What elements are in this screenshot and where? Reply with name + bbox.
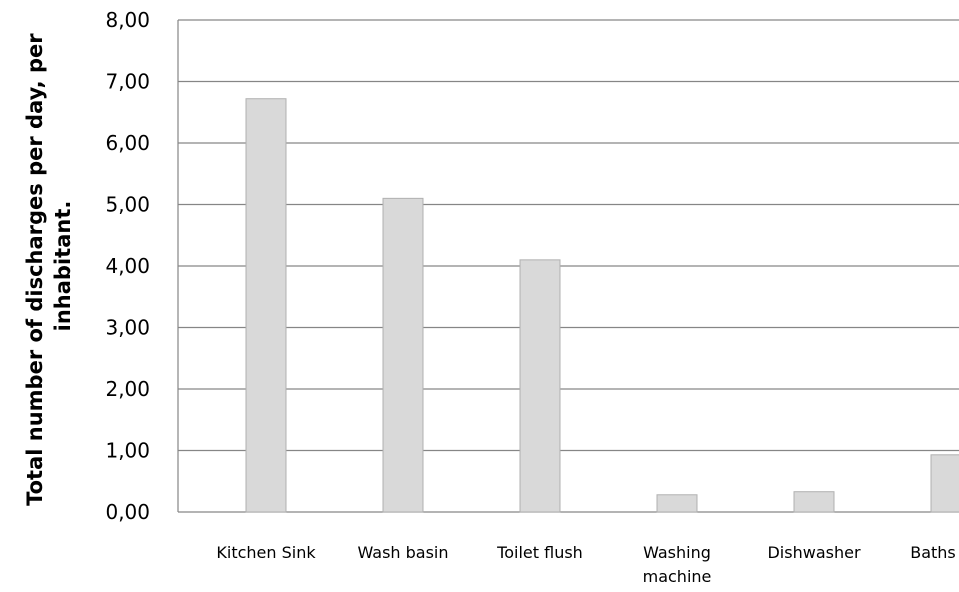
- bar: [519, 259, 561, 513]
- category-label: Toilet flush: [496, 543, 583, 562]
- y-tick-label: 5,00: [105, 193, 150, 217]
- y-axis-title: Total number of discharges per day, per …: [23, 26, 75, 506]
- category-label: Kitchen Sink: [216, 543, 316, 562]
- category-label-line: machine: [643, 567, 712, 586]
- y-axis-title-line-2: inhabitant.: [51, 201, 75, 332]
- category-label: Baths: [910, 543, 956, 562]
- y-tick-label: 0,00: [105, 500, 150, 524]
- bar: [930, 454, 959, 513]
- y-tick-labels: 0,00 1,00 2,00 3,00 4,00 5,00 6,00 7,00 8,00: [105, 8, 150, 524]
- y-tick-label: 2,00: [105, 377, 150, 401]
- y-axis-title-line-1: Total number of discharges per day, per: [23, 33, 47, 506]
- category-label: Washing machine: [643, 543, 712, 586]
- category-label-line: Baths: [910, 543, 956, 562]
- bars: [245, 98, 959, 513]
- category-labels: Kitchen Sink Wash basin Toilet flush Washin…: [216, 543, 955, 586]
- y-tick-label: 6,00: [105, 131, 150, 155]
- category-label-line: Wash basin: [357, 543, 448, 562]
- gridlines: [178, 19, 959, 513]
- category-label-line: Toilet flush: [496, 543, 583, 562]
- bar: [656, 494, 698, 513]
- y-tick-label: 8,00: [105, 8, 150, 32]
- y-tick-label: 4,00: [105, 254, 150, 278]
- y-tick-label: 1,00: [105, 439, 150, 463]
- bar: [382, 197, 424, 513]
- category-label: Wash basin: [357, 543, 448, 562]
- category-label: Dishwasher: [767, 543, 860, 562]
- y-tick-label: 3,00: [105, 316, 150, 340]
- category-label-line: Dishwasher: [767, 543, 860, 562]
- bar: [793, 491, 835, 513]
- y-tick-label: 7,00: [105, 70, 150, 94]
- bar: [245, 98, 287, 513]
- category-label-line: Washing: [643, 543, 711, 562]
- category-label-line: Kitchen Sink: [216, 543, 316, 562]
